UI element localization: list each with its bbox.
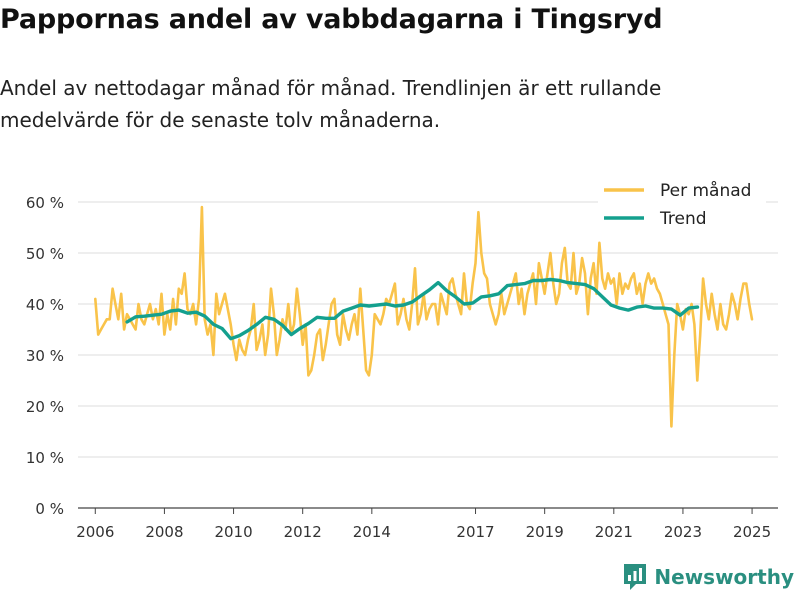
brand-logo: Newsworthy: [622, 562, 794, 592]
x-tick-label: 2008: [145, 523, 183, 541]
x-tick-label: 2019: [526, 523, 564, 541]
y-tick-label: 0 %: [35, 500, 64, 518]
brand-name: Newsworthy: [654, 565, 794, 589]
series-line-trend: [125, 277, 700, 341]
x-tick-label: 2014: [353, 523, 391, 541]
legend-label: Trend: [659, 209, 707, 229]
x-tick-label: 2023: [664, 523, 702, 541]
series-line-per-manad: [94, 205, 754, 428]
y-tick-label: 50 %: [26, 245, 64, 263]
x-tick-label: 2017: [456, 523, 494, 541]
x-tick-label: 2021: [595, 523, 633, 541]
x-tick-label: 2025: [733, 523, 771, 541]
chart-subtitle: Andel av nettodagar månad för månad. Tre…: [0, 76, 662, 132]
x-tick-label: 2010: [214, 523, 252, 541]
y-tick-label: 10 %: [26, 449, 64, 467]
x-tick-label: 2012: [284, 523, 322, 541]
y-tick-label: 40 %: [26, 296, 64, 314]
newsworthy-logo-icon: [624, 564, 647, 590]
y-tick-label: 60 %: [26, 194, 64, 212]
y-tick-label: 30 %: [26, 347, 64, 365]
x-tick-label: 2006: [76, 523, 114, 541]
chart-title: Pappornas andel av vabbdagarna i Tingsry…: [0, 4, 663, 35]
legend-label: Per månad: [660, 180, 751, 201]
legend-box: [598, 176, 766, 236]
y-tick-label: 20 %: [26, 398, 64, 416]
